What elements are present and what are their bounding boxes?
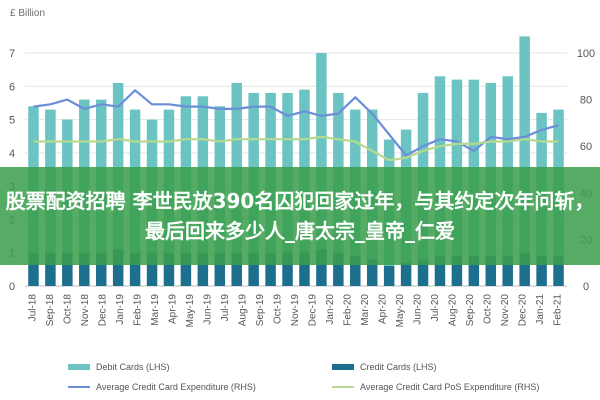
bar-credit (400, 262, 412, 286)
legend-item-debit: Debit Cards (LHS) (68, 362, 170, 372)
x-tick-label: Jan-20 (325, 294, 336, 325)
bar-credit (451, 256, 463, 286)
left-axis-unit-label: £ Billion (10, 8, 46, 19)
x-tick-label: Jul-18 (28, 294, 39, 322)
right-tick-label: 100 (577, 48, 595, 60)
bar-credit (519, 252, 530, 286)
x-axis: Jul-18 Sep-18 Oct-18 Nov-18 Dec-18 Jan-19 Feb-… (28, 294, 564, 328)
left-tick-label: 5 (9, 115, 15, 127)
x-tick-label: Nov-20 (500, 294, 511, 327)
bar-credit (45, 252, 56, 286)
bar-debit (434, 76, 446, 257)
x-tick-label: Jun-19 (203, 294, 214, 325)
bar-credit (180, 252, 192, 286)
left-tick-label: 6 (9, 81, 15, 93)
x-tick-label: Sep-19 (255, 294, 266, 327)
bar-credit (197, 252, 209, 286)
bar-debit (519, 36, 530, 253)
bar-credit (485, 256, 497, 286)
x-tick-label: Jun-20 (412, 294, 423, 325)
right-tick-label: 80 (580, 95, 592, 107)
x-tick-label: Nov-19 (290, 294, 301, 327)
legend-label-credit: Credit Cards (LHS) (360, 362, 437, 372)
x-tick-label: Jan-19 (115, 294, 126, 325)
legend-item-avg-expenditure: Average Credit Card Expenditure (RHS) (68, 382, 256, 392)
x-tick-label: Aug-19 (238, 294, 249, 327)
x-tick-label: Oct-20 (482, 294, 493, 324)
legend-swatch-avg-pos-expenditure (332, 386, 354, 388)
left-tick-label: 7 (9, 48, 15, 60)
bar-credit (536, 256, 547, 286)
line-avg-expenditure (33, 89, 559, 157)
x-tick-label: Sep-18 (45, 294, 56, 327)
banner-text: 股票配资招聘 李世民放390名囚犯回家过年，与其约定次年问斩，最后回来多少人_唐… (5, 189, 595, 243)
legend-label-avg-expenditure: Average Credit Card Expenditure (RHS) (96, 382, 256, 392)
x-tick-label: Oct-18 (63, 294, 74, 324)
legend-swatch-debit (68, 364, 90, 370)
bar-credit (468, 256, 480, 286)
bar-credit (350, 256, 361, 286)
right-tick-label: 0 (583, 281, 589, 293)
x-tick-label: Aug-20 (447, 294, 458, 327)
bar-credit (231, 252, 242, 286)
bar-credit (79, 252, 90, 286)
bar-credit (28, 252, 39, 286)
left-tick-label: 0 (9, 281, 15, 293)
x-tick-label: Mar-19 (150, 294, 161, 326)
bar-debit (316, 53, 327, 250)
legend: Debit Cards (LHS) Credit Cards (LHS) Ave… (0, 358, 600, 400)
legend-swatch-avg-expenditure (68, 386, 90, 388)
x-tick-label: May-19 (185, 294, 196, 328)
bar-credit (502, 256, 513, 286)
x-tick-label: Oct-19 (273, 294, 284, 324)
bar-credit (248, 252, 259, 286)
line-avg-pos-expenditure (33, 135, 559, 162)
bar-credit (95, 252, 107, 286)
bar-credit (417, 259, 429, 286)
legend-item-avg-pos-expenditure: Average Credit Card PoS Expenditure (RHS… (332, 382, 539, 392)
legend-label-avg-pos-expenditure: Average Credit Card PoS Expenditure (RHS… (360, 382, 540, 392)
bar-credit (299, 252, 310, 286)
x-tick-label: Jul-20 (430, 294, 441, 322)
bar-credit (129, 252, 141, 286)
bar-credit (366, 259, 378, 286)
bar-credit (333, 252, 344, 286)
legend-item-credit: Credit Cards (LHS) (332, 362, 437, 372)
x-tick-label: Feb-21 (552, 294, 563, 326)
x-tick-label: Dec-20 (517, 294, 528, 327)
bar-credit (282, 252, 293, 286)
x-tick-label: Feb-19 (133, 294, 144, 326)
x-tick-label: Sep-20 (465, 294, 476, 327)
bar-credit (146, 252, 158, 286)
x-tick-label: Jan-21 (535, 294, 546, 325)
bar-credit (265, 252, 276, 286)
legend-swatch-credit (332, 364, 354, 370)
bar-credit (163, 252, 175, 286)
left-tick-label: 4 (9, 148, 15, 160)
x-tick-label: May-20 (395, 294, 406, 328)
x-tick-label: Dec-18 (98, 294, 109, 327)
x-tick-label: Apr-20 (377, 294, 388, 324)
lines (33, 89, 559, 162)
bar-debit (112, 82, 124, 250)
x-tick-label: Feb-20 (342, 294, 353, 326)
x-tick-label: Nov-18 (80, 294, 91, 327)
bar-credit (214, 252, 226, 286)
overlay-banner: 股票配资招聘 李世民放390名囚犯回家过年，与其约定次年问斩，最后回来多少人_唐… (0, 167, 600, 265)
bar-credit (434, 256, 446, 286)
bar-credit (553, 256, 564, 286)
x-tick-label: Apr-19 (168, 294, 179, 324)
bar-credit (316, 249, 327, 286)
x-tick-label: Dec-19 (307, 294, 318, 327)
x-tick-label: Jul-19 (220, 294, 231, 322)
bar-debit (502, 76, 513, 257)
bar-credit (62, 252, 73, 286)
bar-credit (383, 266, 395, 286)
x-tick-label: Mar-20 (360, 294, 371, 326)
right-tick-label: 60 (580, 141, 592, 153)
legend-label-debit: Debit Cards (LHS) (96, 362, 170, 372)
bar-credit (112, 249, 124, 286)
